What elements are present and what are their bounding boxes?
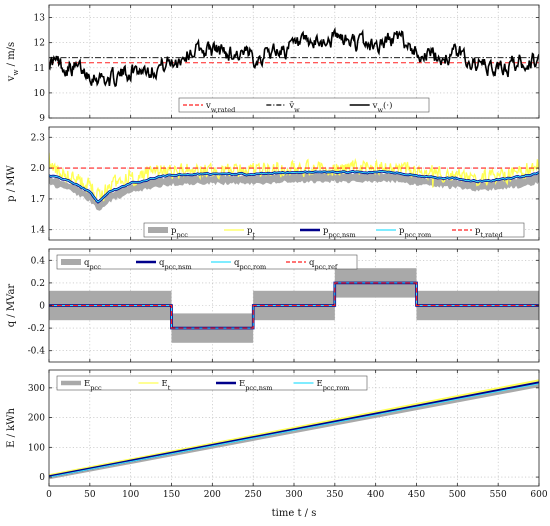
y-tick-label: 1.4 — [31, 226, 46, 236]
y-tick-label: 0.2 — [31, 279, 45, 289]
x-tick-label: 600 — [530, 490, 547, 500]
legend-box — [178, 97, 430, 113]
y-axis-label: E / kWh — [6, 408, 17, 448]
legend-label: pt — [247, 226, 255, 239]
x-tick-label: 250 — [245, 490, 262, 500]
y-tick-label: 13 — [34, 14, 46, 24]
y-axis-label: vw / m/s — [6, 42, 20, 82]
series-line-e-pcc-nsm — [49, 381, 539, 478]
plot-area — [49, 26, 539, 88]
plot-area — [49, 379, 539, 480]
y-tick-label: 2.0 — [31, 164, 46, 174]
y-tick-label: 300 — [28, 384, 45, 394]
x-tick-label: 100 — [122, 490, 139, 500]
legend-box — [56, 254, 358, 270]
y-tick-label: 0.4 — [31, 256, 46, 266]
panel-3: -0.4 -0.2 0 0.2 0.4 q / MVar qpcc qpcc,nsm qpcc,… — [6, 248, 540, 363]
legend-box — [56, 375, 368, 391]
y-tick-label: 12 — [34, 39, 45, 49]
panel-2: 1.4 1.7 2.0 2.3 p / MW ppcc pt ppcc,nsm ppcc,rom… — [6, 126, 540, 241]
y-tick-label: 9 — [39, 114, 45, 124]
legend: qpcc qpcc,nsm qpcc,rom qpcc,ref — [56, 254, 358, 271]
series-area-p-pcc — [49, 171, 539, 211]
x-tick-label: 50 — [84, 490, 96, 500]
y-tick-label: 100 — [28, 443, 45, 453]
plot-area — [49, 152, 539, 211]
x-tick-label: 200 — [204, 490, 221, 500]
x-tick-label: 400 — [367, 490, 384, 500]
x-tick-label: 550 — [490, 490, 507, 500]
y-tick-label: -0.4 — [28, 347, 46, 357]
y-tick-label: 2.3 — [31, 133, 46, 143]
y-axis-label: q / MVar — [6, 284, 17, 328]
x-tick-label: 450 — [408, 490, 425, 500]
legend-box — [143, 222, 525, 238]
y-tick-label: 10 — [34, 89, 46, 99]
legend-label: Et — [162, 379, 171, 392]
series-line-p-t — [49, 152, 539, 202]
legend: vw,rated v̄w vw(·) — [178, 97, 430, 114]
x-tick-label: 0 — [46, 490, 52, 500]
x-axis-label: time t / s — [272, 508, 317, 519]
legend: ppcc pt ppcc,nsm ppcc,rom pt,rated — [143, 222, 525, 239]
plot-area — [49, 268, 539, 343]
y-axis-label: p / MW — [6, 164, 17, 201]
y-tick-label: 200 — [28, 414, 45, 424]
y-tick-label: 11 — [34, 64, 45, 74]
y-tick-label: -0.2 — [28, 324, 45, 334]
series-line-q-pcc-ref — [49, 282, 539, 329]
y-tick-label: 1.7 — [31, 195, 46, 205]
y-tick-label: 0 — [39, 473, 45, 483]
legend-label: v̄w — [288, 101, 300, 114]
series-line-e-t — [49, 379, 539, 477]
x-tick-label: 500 — [449, 490, 466, 500]
series-line-p-pcc-rom — [49, 170, 539, 203]
series-line-wind-speed — [49, 26, 539, 88]
x-axis: 0 50 100 150 200 250 300 350 400 450 500 550 600 — [46, 490, 548, 500]
panel-4: 0 100 200 300 E / kWh Epcc Et Epcc,nsm Epcc,rom — [6, 369, 540, 487]
x-tick-label: 350 — [326, 490, 343, 500]
y-tick-label: 0 — [39, 302, 45, 312]
legend: Epcc Et Epcc,nsm Epcc,rom — [56, 375, 368, 392]
x-tick-label: 300 — [285, 490, 302, 500]
series-line-e-pcc-rom — [49, 383, 539, 478]
x-tick-label: 150 — [163, 490, 180, 500]
legend-label: vw(·) — [372, 100, 393, 114]
